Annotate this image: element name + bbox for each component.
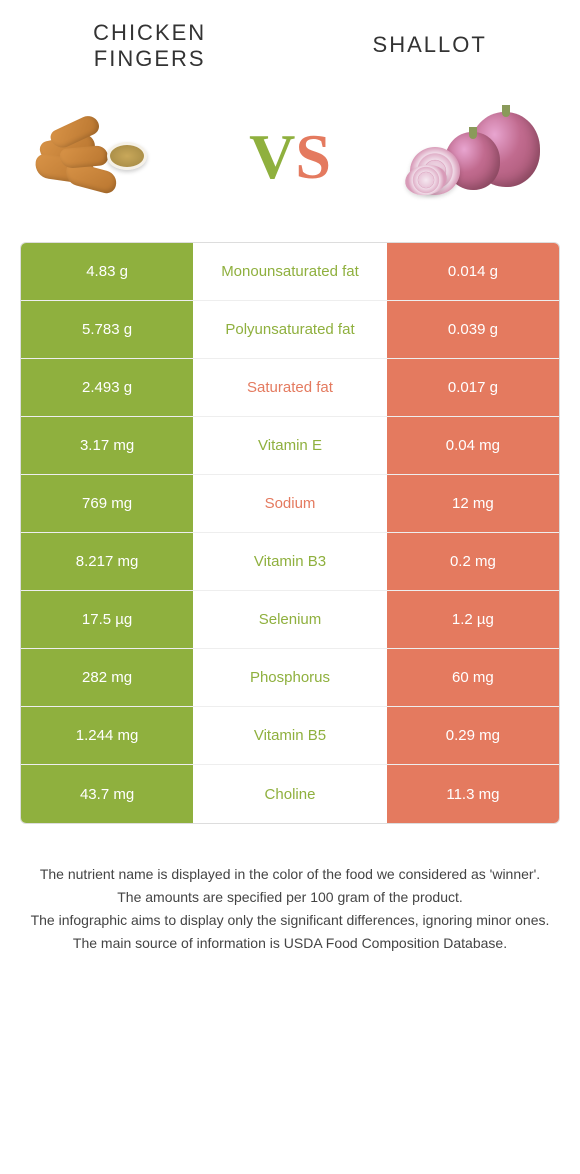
nutrient-label: Saturated fat [193, 359, 387, 416]
left-value: 1.244 mg [21, 707, 193, 764]
right-value: 0.04 mg [387, 417, 559, 474]
table-row: 5.783 gPolyunsaturated fat0.039 g [21, 301, 559, 359]
nutrient-label: Vitamin B3 [193, 533, 387, 590]
nutrient-label: Monounsaturated fat [193, 243, 387, 300]
right-value: 0.039 g [387, 301, 559, 358]
footer-line-3: The infographic aims to display only the… [30, 910, 550, 931]
nutrient-label: Polyunsaturated fat [193, 301, 387, 358]
left-value: 5.783 g [21, 301, 193, 358]
table-row: 2.493 gSaturated fat0.017 g [21, 359, 559, 417]
right-value: 11.3 mg [387, 765, 559, 823]
vs-s: S [295, 121, 331, 192]
nutrient-label: Phosphorus [193, 649, 387, 706]
left-value: 43.7 mg [21, 765, 193, 823]
table-row: 282 mgPhosphorus60 mg [21, 649, 559, 707]
table-row: 3.17 mgVitamin E0.04 mg [21, 417, 559, 475]
left-value: 8.217 mg [21, 533, 193, 590]
nutrient-label: Selenium [193, 591, 387, 648]
left-value: 3.17 mg [21, 417, 193, 474]
table-row: 17.5 µgSelenium1.2 µg [21, 591, 559, 649]
left-value: 282 mg [21, 649, 193, 706]
right-food-title: SHALLOT [373, 20, 487, 72]
footer-line-4: The main source of information is USDA F… [30, 933, 550, 954]
table-row: 1.244 mgVitamin B50.29 mg [21, 707, 559, 765]
right-value: 0.014 g [387, 243, 559, 300]
right-value: 0.29 mg [387, 707, 559, 764]
footer-notes: The nutrient name is displayed in the co… [0, 824, 580, 976]
right-value: 0.2 mg [387, 533, 559, 590]
left-value: 17.5 µg [21, 591, 193, 648]
shallot-image [400, 102, 550, 212]
nutrient-label: Vitamin B5 [193, 707, 387, 764]
left-food-title: CHICKEN FINGERS [93, 20, 206, 72]
nutrient-label: Sodium [193, 475, 387, 532]
header: CHICKEN FINGERS SHALLOT [0, 0, 580, 82]
table-row: 8.217 mgVitamin B30.2 mg [21, 533, 559, 591]
vs-row: VS [0, 82, 580, 242]
left-value: 4.83 g [21, 243, 193, 300]
right-value: 60 mg [387, 649, 559, 706]
table-row: 4.83 gMonounsaturated fat0.014 g [21, 243, 559, 301]
chicken-fingers-image [30, 102, 180, 212]
vs-label: VS [249, 120, 331, 194]
table-row: 43.7 mgCholine11.3 mg [21, 765, 559, 823]
table-row: 769 mgSodium12 mg [21, 475, 559, 533]
nutrient-label: Choline [193, 765, 387, 823]
nutrient-table: 4.83 gMonounsaturated fat0.014 g5.783 gP… [20, 242, 560, 824]
right-value: 12 mg [387, 475, 559, 532]
left-value: 2.493 g [21, 359, 193, 416]
vs-v: V [249, 121, 295, 192]
left-value: 769 mg [21, 475, 193, 532]
footer-line-2: The amounts are specified per 100 gram o… [30, 887, 550, 908]
nutrient-label: Vitamin E [193, 417, 387, 474]
footer-line-1: The nutrient name is displayed in the co… [30, 864, 550, 885]
right-value: 0.017 g [387, 359, 559, 416]
right-value: 1.2 µg [387, 591, 559, 648]
